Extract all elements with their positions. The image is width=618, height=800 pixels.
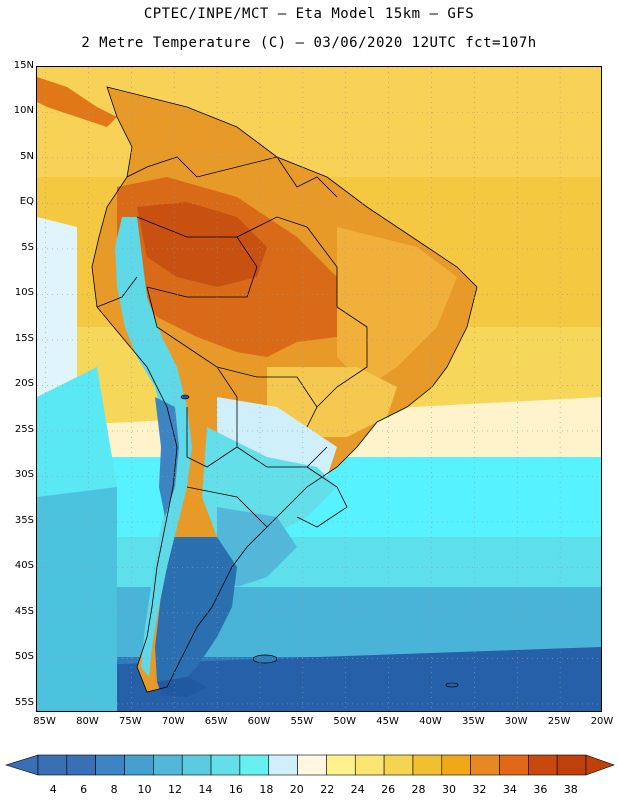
colorbar-swatch [412, 754, 443, 776]
lake-titicaca [180, 394, 190, 400]
colorbar-swatch [499, 754, 529, 776]
colorbar-swatch [268, 754, 298, 776]
title-line-1: CPTEC/INPE/MCT – Eta Model 15km – GFS [143, 6, 475, 22]
lat-lon-grid [37, 67, 601, 711]
lat-label: 15N [13, 60, 34, 71]
lon-label: 75W [119, 716, 142, 727]
colorbar-swatch [470, 754, 500, 776]
colorbar-swatch [354, 754, 385, 776]
lon-label: 55W [290, 716, 314, 727]
ocean-pale-west [37, 217, 77, 407]
land-very-hot [137, 202, 267, 287]
colorbar-swatch [239, 754, 270, 776]
colorbar-label: 4 [49, 783, 57, 796]
ocean-southwest [37, 487, 117, 711]
colorbar-label: 20 [289, 783, 304, 796]
colorbar-swatch [153, 754, 183, 776]
andes-cordillera [115, 217, 192, 677]
island-east [445, 682, 459, 688]
colorbar-low-arrow [4, 754, 39, 776]
colorbar-label: 38 [563, 783, 578, 796]
land-brazil-south-warm [267, 367, 397, 437]
colorbar-label: 32 [472, 783, 487, 796]
colorbar-swatch [441, 754, 471, 776]
lat-label: 50S [14, 651, 34, 663]
lat-label: 20S [14, 378, 34, 390]
temperature-map [36, 66, 602, 712]
lat-label: 10S [14, 287, 34, 299]
lon-label: 60W [247, 716, 271, 727]
colorbar-swatch [37, 754, 68, 776]
lon-label: 85W [33, 716, 56, 727]
colorbar-label: 30 [442, 783, 456, 796]
lon-label: 25W [547, 716, 571, 727]
colorbar-label: 24 [350, 783, 365, 796]
colorbar-label: 8 [110, 783, 118, 796]
colorbar-label: 6 [80, 783, 88, 796]
colorbar-label: 34 [502, 783, 517, 796]
colorbar-label: 10 [137, 783, 152, 796]
lon-label: 70W [161, 716, 185, 727]
colorbar-label: 18 [259, 783, 274, 796]
ocean-mid-band [37, 587, 601, 657]
lat-label: EQ [19, 196, 34, 208]
colorbar-swatch [528, 754, 558, 776]
colorbar [4, 754, 615, 776]
colorbar-label: 36 [533, 783, 548, 796]
lat-label: 5N [20, 150, 34, 162]
lat-label: 25S [14, 423, 34, 435]
colorbar-label: 26 [381, 783, 396, 796]
colorbar-label: 14 [198, 783, 213, 796]
colorbar-label: 12 [168, 783, 182, 796]
colorbar-label: 28 [411, 783, 426, 796]
colorbar-label: 22 [320, 783, 335, 796]
lon-label: 20W [590, 716, 614, 727]
lat-label: 15S [14, 332, 34, 344]
colorbar-swatch [181, 754, 212, 776]
colorbar-label: 16 [228, 783, 243, 796]
colorbar-swatch [124, 754, 154, 776]
land-patagonia [155, 537, 237, 687]
lat-label: 55S [14, 696, 34, 708]
lon-label: 45W [376, 716, 399, 727]
lat-label: 5S [21, 241, 34, 253]
lon-label: 65W [204, 716, 228, 727]
lon-label: 80W [76, 716, 99, 727]
title-line-2: 2 Metre Temperature (C) – 03/06/2020 12U… [81, 35, 537, 51]
ocean-cyan-band-2 [37, 537, 601, 587]
colorbar-swatch [383, 754, 414, 776]
lon-label: 50W [333, 716, 357, 727]
lat-label: 30S [14, 469, 34, 481]
colorbar-swatch [95, 754, 125, 776]
lat-label: 35S [14, 514, 34, 526]
colorbar-swatch [66, 754, 96, 776]
lat-label: 10N [13, 105, 34, 117]
lat-label: 40S [14, 560, 34, 572]
colorbar-swatch [210, 754, 241, 776]
lon-label: 40W [419, 716, 442, 727]
lon-label: 35W [462, 716, 485, 727]
colorbar-swatch [556, 754, 587, 776]
colorbar-swatch [297, 754, 327, 776]
lon-label: 30W [504, 716, 528, 727]
lat-label: 45S [14, 605, 34, 617]
central-america [37, 77, 117, 127]
falkland-islands [252, 654, 278, 664]
colorbar-high-arrow [585, 754, 615, 776]
colorbar-swatch [326, 754, 356, 776]
ocean-west-cyan [37, 367, 117, 497]
